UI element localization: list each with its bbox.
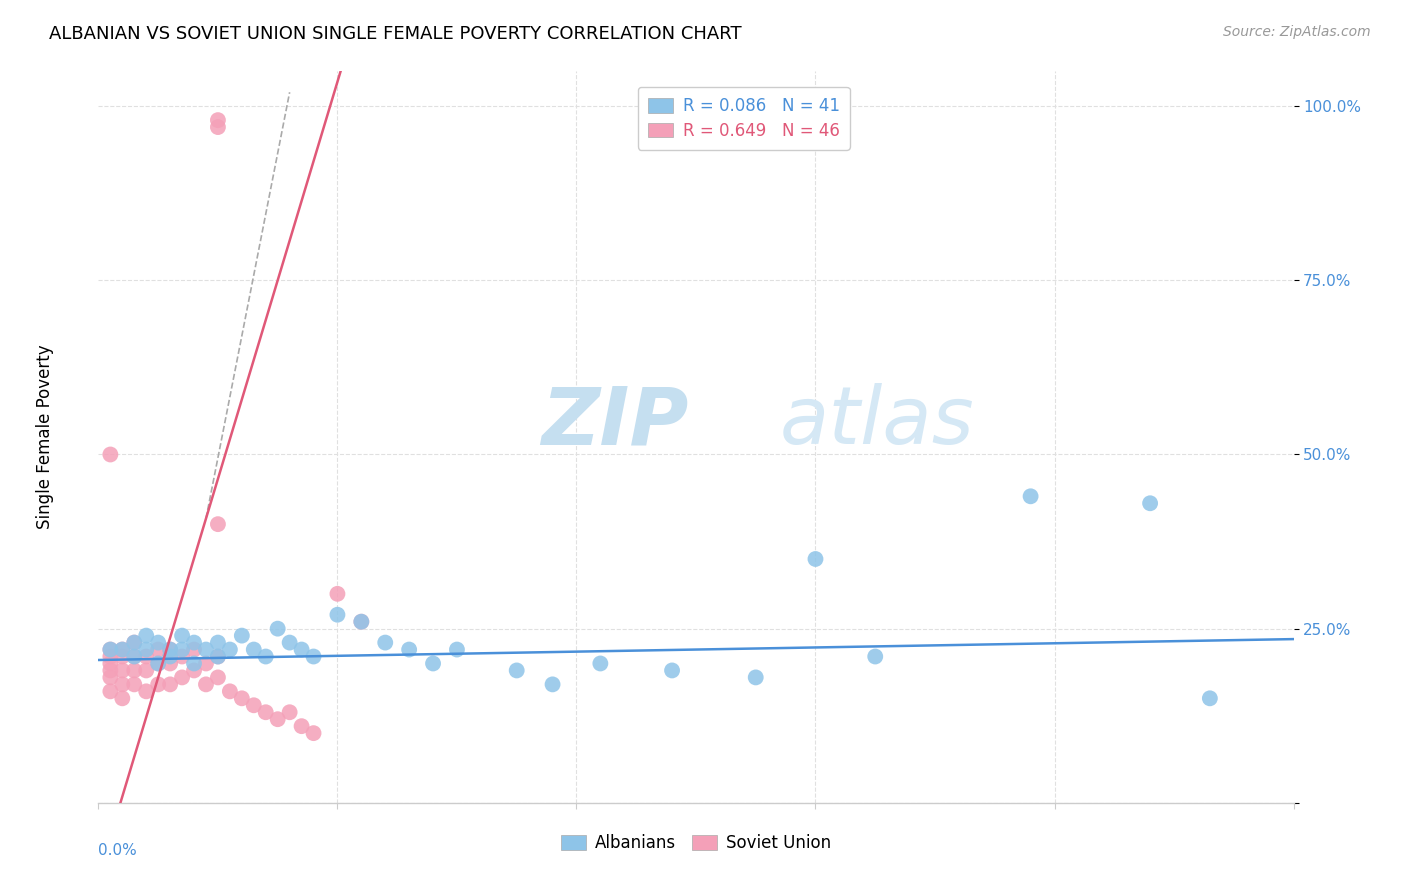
Text: 0.0%: 0.0% (98, 843, 138, 858)
Point (172, 642, 194, 657)
Point (207, 635, 229, 649)
Text: Single Female Poverty: Single Female Poverty (35, 345, 53, 529)
Point (804, 552, 827, 566)
Point (207, 649, 229, 664)
Point (231, 629, 253, 643)
Point (98, 448, 122, 462)
Point (124, 649, 146, 664)
Point (124, 677, 146, 691)
Point (506, 664, 529, 678)
Point (302, 726, 325, 740)
Point (291, 719, 314, 733)
Point (98, 684, 122, 698)
Point (195, 642, 218, 657)
Point (541, 677, 564, 691)
Text: Source: ZipAtlas.com: Source: ZipAtlas.com (1223, 25, 1371, 39)
Point (135, 684, 157, 698)
Point (231, 691, 253, 706)
Point (98, 670, 122, 684)
Point (207, 120, 229, 134)
Text: atlas: atlas (779, 384, 974, 461)
Point (135, 629, 157, 643)
Point (98, 642, 122, 657)
Point (446, 642, 468, 657)
Point (219, 642, 242, 657)
Point (183, 642, 205, 657)
Point (124, 664, 146, 678)
Point (350, 615, 373, 629)
Point (124, 635, 146, 649)
Point (326, 607, 349, 622)
Point (135, 664, 157, 678)
Text: ZIP: ZIP (541, 384, 688, 461)
Point (159, 649, 181, 664)
Point (1139, 496, 1161, 510)
Point (195, 657, 218, 671)
Point (148, 677, 170, 691)
Point (195, 677, 218, 691)
Point (350, 615, 373, 629)
Point (148, 635, 170, 649)
Point (291, 642, 314, 657)
Point (135, 642, 157, 657)
Point (98, 642, 122, 657)
Point (745, 670, 768, 684)
Point (374, 635, 396, 649)
Point (98, 657, 122, 671)
Point (159, 642, 181, 657)
Point (1019, 489, 1042, 503)
Point (148, 657, 170, 671)
Point (98, 664, 122, 678)
Point (135, 649, 157, 664)
Point (207, 113, 229, 128)
Point (302, 649, 325, 664)
Point (172, 670, 194, 684)
Point (267, 622, 290, 636)
Point (183, 635, 205, 649)
Point (1199, 691, 1222, 706)
Point (326, 587, 349, 601)
Point (207, 670, 229, 684)
Point (98, 649, 122, 664)
Point (111, 642, 134, 657)
Point (254, 649, 277, 664)
Point (124, 635, 146, 649)
Point (111, 649, 134, 664)
Point (267, 712, 290, 726)
Point (243, 642, 266, 657)
Point (278, 635, 301, 649)
Point (865, 649, 887, 664)
Point (111, 677, 134, 691)
Point (243, 698, 266, 713)
Point (219, 684, 242, 698)
Point (207, 517, 229, 532)
Text: ALBANIAN VS SOVIET UNION SINGLE FEMALE POVERTY CORRELATION CHART: ALBANIAN VS SOVIET UNION SINGLE FEMALE P… (49, 25, 742, 43)
Point (148, 657, 170, 671)
Point (124, 649, 146, 664)
Point (148, 642, 170, 657)
Point (159, 642, 181, 657)
Point (207, 649, 229, 664)
Point (111, 664, 134, 678)
Point (111, 642, 134, 657)
Point (159, 657, 181, 671)
Point (183, 664, 205, 678)
Point (398, 642, 420, 657)
Point (172, 649, 194, 664)
Legend: Albanians, Soviet Union: Albanians, Soviet Union (553, 826, 839, 860)
Point (159, 677, 181, 691)
Point (172, 629, 194, 643)
Point (254, 705, 277, 719)
Point (111, 691, 134, 706)
Point (422, 657, 444, 671)
Point (278, 705, 301, 719)
Point (183, 657, 205, 671)
Point (589, 657, 612, 671)
Point (661, 664, 683, 678)
